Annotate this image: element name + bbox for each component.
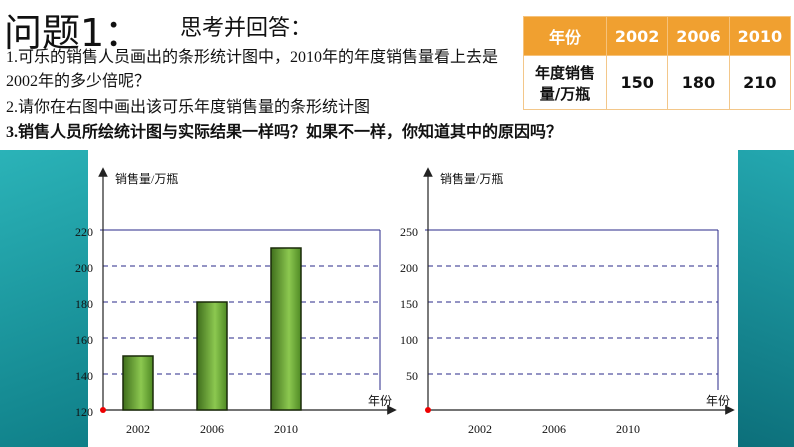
question: 1.可乐的销售人员画出的条形统计图中，2010年的年度销售量看上去是2002年的… (6, 49, 499, 90)
y-tick-label: 160 (75, 333, 93, 347)
y-axis-label: 销售量/万瓶 (115, 171, 178, 186)
bar (122, 355, 154, 411)
x-tick-label: 2010 (616, 422, 640, 436)
x-tick-label: 2006 (542, 422, 566, 436)
y-tick-label: 120 (75, 405, 93, 419)
table-cell: 150 (605, 55, 669, 110)
bar (196, 301, 228, 411)
x-axis-label: 年份 (368, 394, 392, 408)
decoration (0, 150, 88, 447)
x-tick-label: 2010 (274, 422, 298, 436)
y-tick-label: 100 (400, 333, 418, 347)
table-header: 2010 (728, 16, 792, 56)
table-header: 2006 (667, 16, 730, 56)
table-header: 2002 (605, 16, 669, 56)
y-tick-label: 220 (75, 225, 93, 239)
y-tick-label: 250 (400, 225, 418, 239)
decoration (738, 150, 794, 447)
data-table: 年份 2002 2006 2010 年度销售量/万瓶 150 180 210 (523, 16, 792, 110)
bar (270, 247, 302, 411)
subtitle: 思考并回答： (180, 15, 313, 40)
origin (425, 407, 431, 413)
y-axis-label: 销售量/万瓶 (440, 171, 503, 186)
x-tick-label: 2006 (200, 422, 224, 436)
y-tick-label: 180 (75, 297, 93, 311)
question: 3.销售人员所绘统计图与实际结果一样吗？如果不一样，你知道其中的原因吗？ (6, 124, 563, 141)
question: 2.请你在右图中画出该可乐年度销售量的条形统计图 (6, 99, 371, 116)
table-cell: 180 (667, 55, 730, 110)
y-tick-label: 50 (406, 369, 418, 383)
title: 问题1： (4, 11, 143, 55)
x-axis-label: 年份 (706, 394, 730, 408)
y-tick-label: 140 (75, 369, 93, 383)
origin (100, 407, 106, 413)
table-header: 年份 (523, 16, 607, 56)
y-tick-label: 150 (400, 297, 418, 311)
y-tick-label: 200 (75, 261, 93, 275)
x-tick-label: 2002 (468, 422, 492, 436)
table-cell: 年度销售量/万瓶 (523, 55, 607, 110)
table-cell: 210 (728, 55, 792, 110)
x-tick-label: 2002 (126, 422, 150, 436)
y-tick-label: 200 (400, 261, 418, 275)
